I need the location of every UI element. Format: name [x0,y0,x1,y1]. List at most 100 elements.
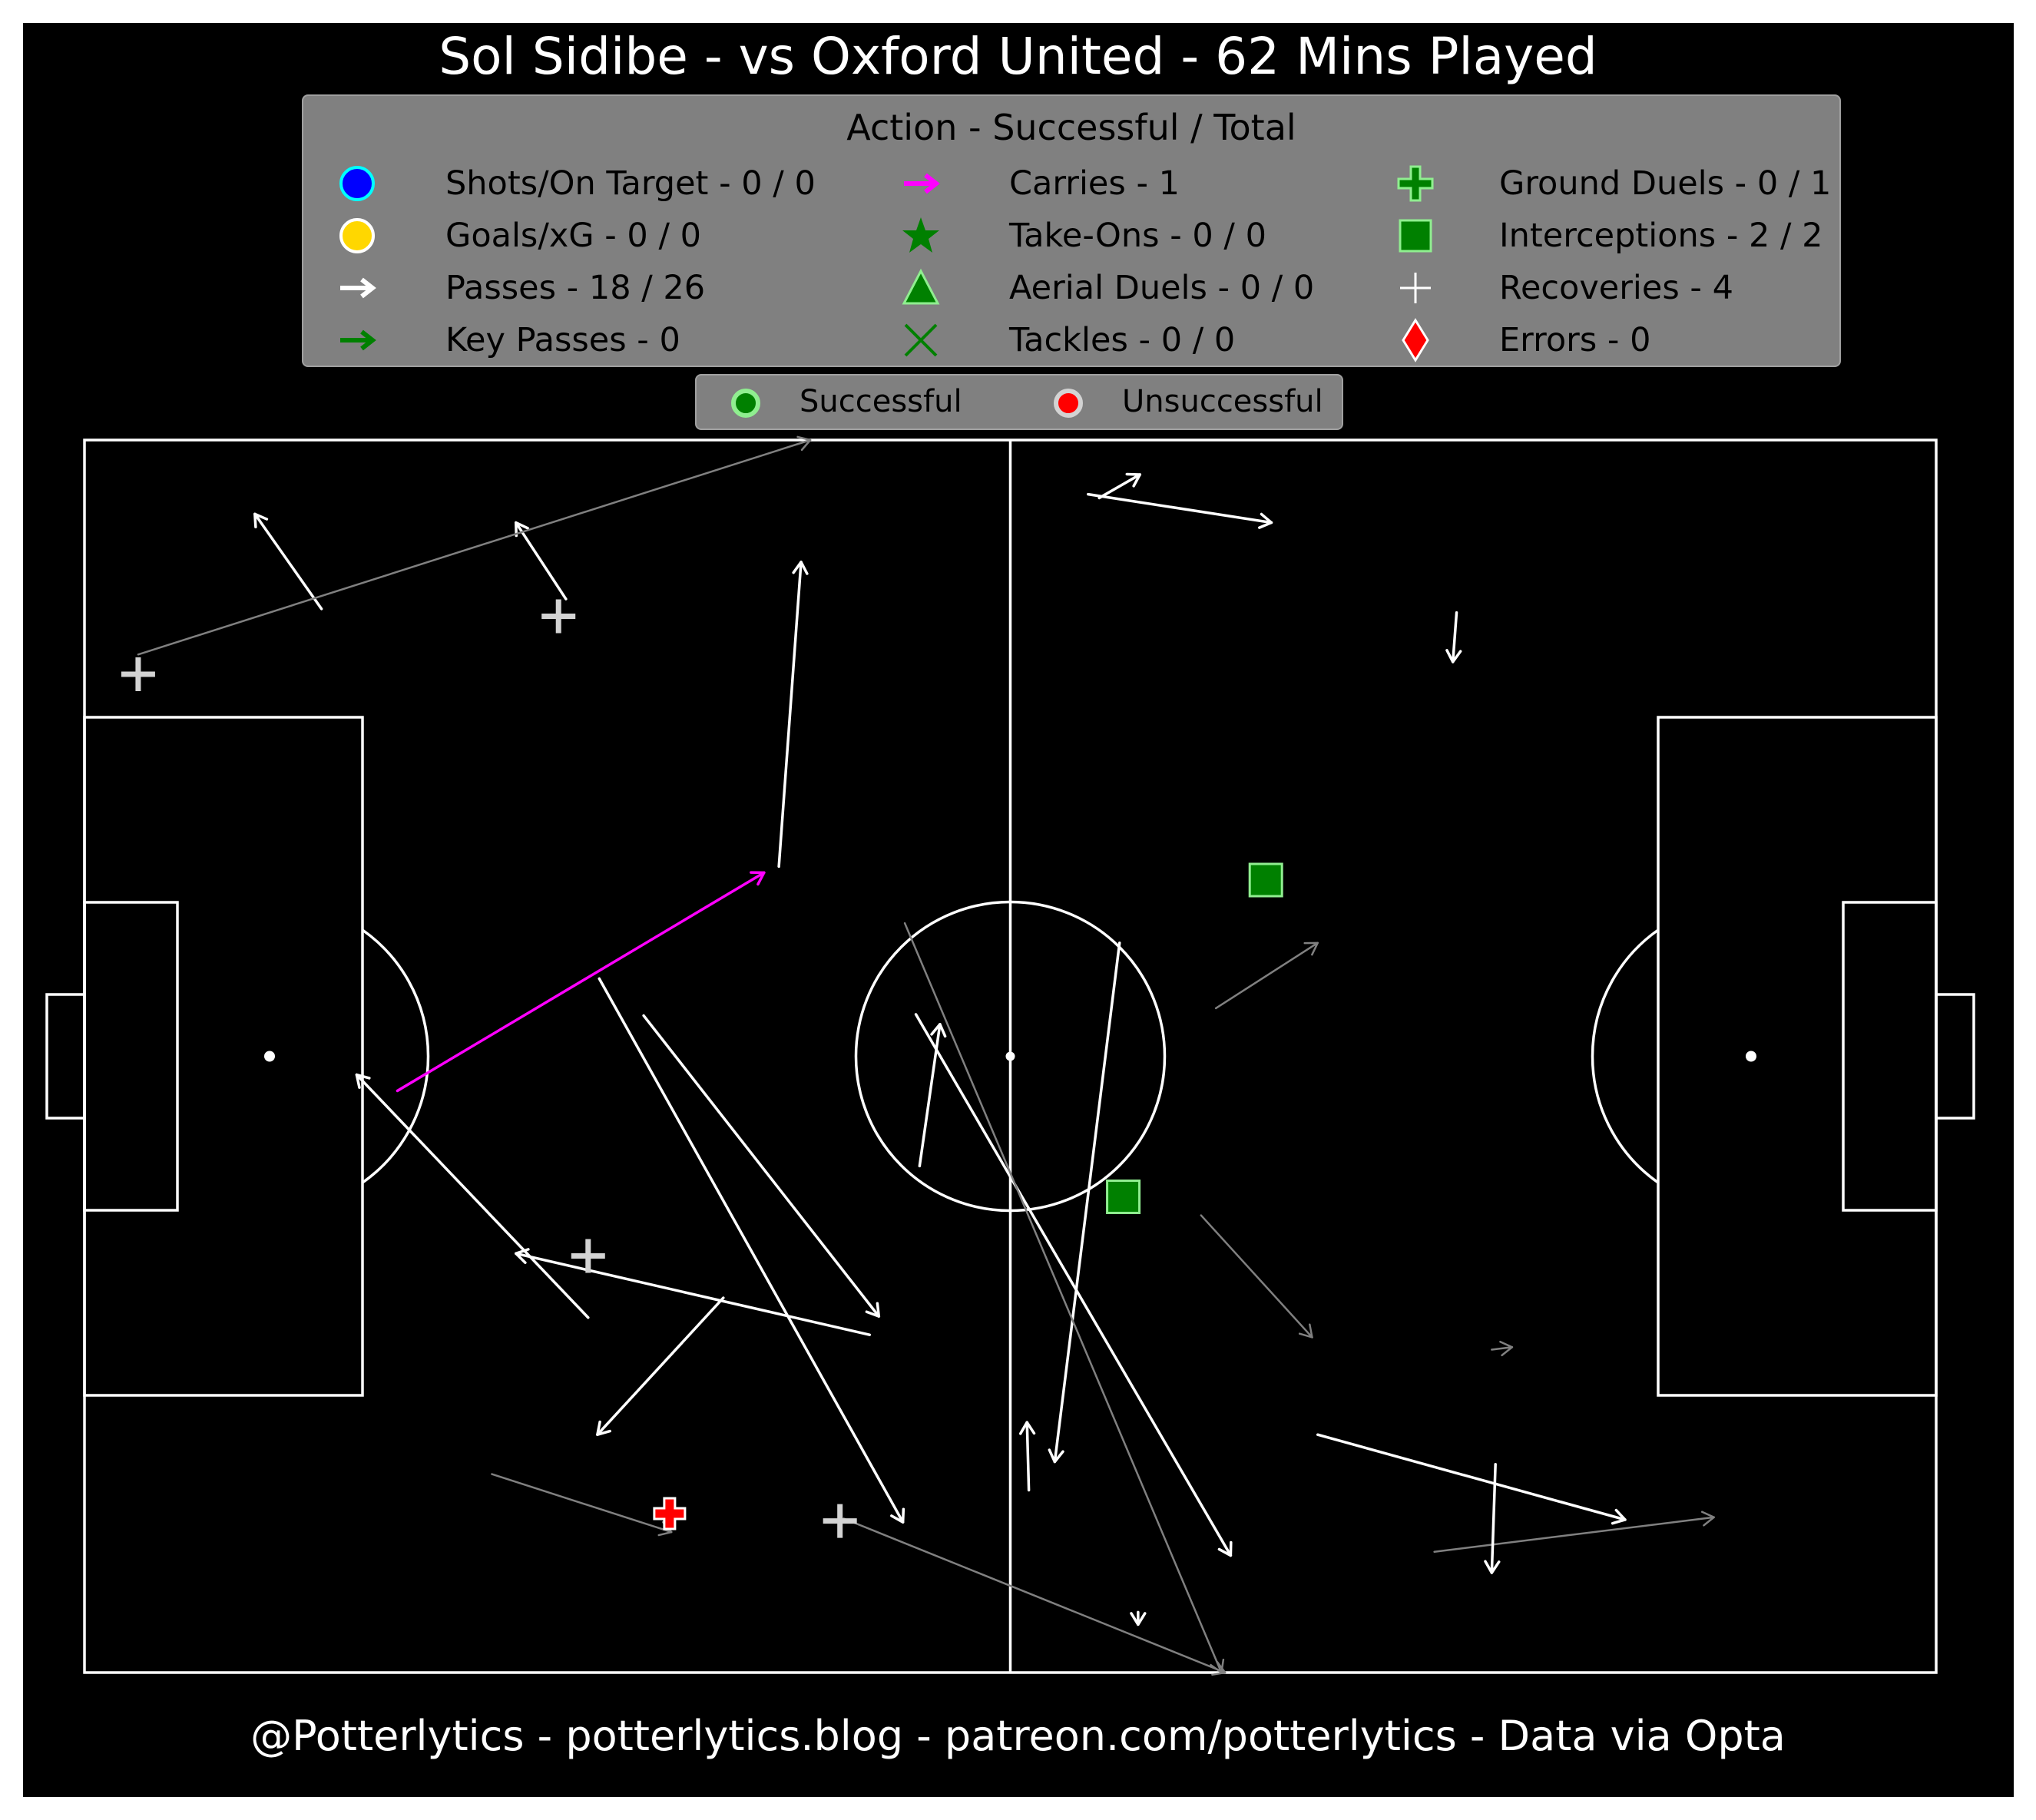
left-penalty-arc [361,928,430,1184]
legend-label-shots: Shots/On Target - 0 / 0 [445,164,816,203]
outcome-label-unsuccessful: Unsuccessful [1122,384,1323,419]
pass-arrow-18-head [1258,512,1273,529]
legend-label-errors: Errors - 0 [1499,321,1651,359]
legend-label-aerial-duels: Aerial Duels - 0 / 0 [1009,269,1315,307]
pass-arrow-1 [253,512,323,611]
pass-arrow-21 [1200,1214,1313,1339]
legend-title: Action - Successful / Total [846,107,1296,148]
pass-arrow-21-shaft [1200,1214,1313,1339]
legend-label-ground-duels: Ground Duels - 0 / 1 [1499,164,1832,203]
legend-label-recoveries: Recoveries - 4 [1499,269,1733,307]
pass-arrow-5-head [1048,1448,1064,1464]
legend-label-interceptions: Interceptions - 2 / 2 [1499,217,1823,255]
pass-arrow-7-shaft [355,1073,590,1319]
pass-arrow-13-shaft [903,922,1223,1674]
pass-arrow-20-shaft [1214,941,1319,1010]
pass-arrow-24-shaft [1433,1516,1715,1553]
pass-arrow-23-head [1611,1508,1627,1525]
pass-arrow-10-shaft [642,1014,881,1318]
pass-arrow-7 [355,1073,590,1319]
pass-arrow-3-shaft [137,438,812,656]
recovery-plus-icon [1400,273,1431,303]
pass-arrow-22-head [1499,1340,1514,1357]
pass-arrow-1-head [253,512,269,529]
carry-arrow-1 [396,871,766,1093]
pass-arrow-22 [1491,1340,1514,1357]
interception-square-icon [1399,219,1432,253]
pass-arrow-9-shaft [596,1296,725,1436]
pass-arrow-8 [515,1248,872,1336]
pass-arrow-16 [1130,1610,1147,1626]
legend-label-key-passes: Key Passes - 0 [445,321,680,359]
pass-arrow-5-shaft [1053,941,1121,1464]
pass-arrow-18 [1087,492,1273,529]
pass-arrow-4 [777,561,809,869]
pass-arrow-11 [598,977,905,1524]
tackle-x-icon [904,323,938,357]
pass-arrow-13 [903,922,1225,1674]
pass-arrow-3 [137,435,812,656]
pass-arrow-12-head [1217,1540,1233,1557]
pass-arrow-3-head [796,435,812,452]
pass-arrow-26-shaft [1025,1421,1031,1492]
left-six-yard-box [83,901,179,1212]
pass-arrow-7-head [355,1073,371,1089]
pass-arrow-12-shaft [914,1013,1233,1557]
pass-arrow-17-shaft [1097,473,1142,500]
recovery-marker-2 [541,599,576,634]
pass-arrow-6-shaft [918,1023,942,1168]
centre-spot [1005,1051,1015,1061]
pass-arrow-6 [918,1023,947,1168]
recovery-marker-3 [571,1239,605,1273]
pass-arrow-25-shaft [1490,1463,1497,1574]
pass-arrow-15-head [1211,1661,1227,1676]
pass-arrow-19-head [1445,649,1462,663]
right-penalty-arc [1591,928,1660,1184]
outcome-label-successful: Successful [800,384,962,419]
pass-arrow-16-head [1130,1612,1147,1626]
pass-arrow-2-shaft [515,521,568,601]
recovery-marker-1 [121,657,155,691]
interception-marker-2 [1106,1179,1141,1214]
footer-credits: @Potterlytics - potterlytics.blog - patr… [250,1712,1786,1760]
pitch-markings [45,438,1975,1674]
interception-marker-1 [1248,862,1283,898]
left-goal [45,993,86,1120]
pass-arrow-1-shaft [253,512,323,611]
pass-arrow-4-head [792,561,809,575]
pass-arrow-14-shaft [491,1473,673,1534]
pass-arrow-15 [843,1517,1227,1676]
carry-arrow-1-head [750,871,766,886]
left-penalty-spot [264,1051,275,1062]
pass-arrow-19-shaft [1451,611,1458,663]
pass-arrow-10 [642,1014,881,1318]
pass-arrow-5 [1048,941,1121,1464]
centre-circle [854,900,1167,1213]
goal-circle-icon [339,218,375,253]
carry-arrow-icon [904,173,940,194]
pass-arrow-18-shaft [1087,492,1273,524]
pass-arrow-23 [1316,1433,1627,1525]
pass-arrow-9-head [596,1420,611,1436]
action-legend: Action - Successful / Total Shots/On Tar… [302,94,1841,367]
legend-label-carries: Carries - 1 [1009,164,1180,203]
pass-arrow-20-head [1303,941,1319,956]
pass-arrow-10-head [865,1302,881,1318]
pass-arrow-22-shaft [1491,1346,1514,1351]
right-six-yard-box [1842,901,1938,1212]
pass-arrow-26-head [1018,1421,1036,1435]
pass-arrow-24-head [1700,1511,1715,1527]
right-penalty-area [1657,716,1938,1397]
pass-arrow-2-head [515,521,529,538]
pass-arrow-17-head [1125,472,1142,488]
legend-label-take-ons: Take-Ons - 0 / 0 [1009,217,1266,255]
pass-arrow-26 [1018,1421,1036,1492]
pass-arrow-11-head [890,1507,905,1524]
legend-label-tackles: Tackles - 0 / 0 [1009,321,1236,359]
pass-arrow-23-shaft [1316,1433,1627,1521]
ground-duel-marker-1 [653,1497,687,1530]
pass-arrow-20 [1214,941,1319,1010]
event-layer [121,435,1715,1676]
pass-arrow-12 [914,1013,1233,1557]
